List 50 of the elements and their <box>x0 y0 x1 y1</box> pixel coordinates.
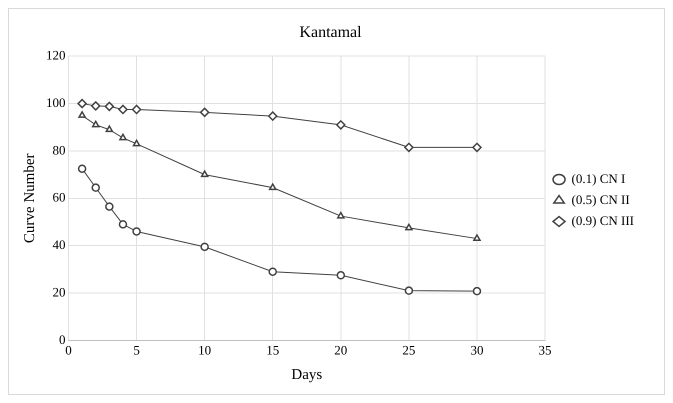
point <box>118 104 128 114</box>
point <box>336 271 346 280</box>
point <box>132 104 142 114</box>
y-tick-label: 40 <box>52 237 66 252</box>
point <box>336 120 346 130</box>
y-tick-label: 120 <box>46 48 66 63</box>
x-tick-label: 25 <box>402 342 416 358</box>
point <box>132 140 140 146</box>
point <box>132 227 141 236</box>
point <box>118 220 128 229</box>
point <box>104 102 114 112</box>
y-tick-label: 80 <box>52 142 66 158</box>
point <box>200 108 210 118</box>
point <box>78 164 86 173</box>
point <box>78 111 86 118</box>
point <box>337 212 345 219</box>
point <box>200 170 208 178</box>
point <box>405 224 413 230</box>
x-tick-label: 20 <box>334 342 348 358</box>
point <box>473 234 481 242</box>
point <box>105 202 114 211</box>
x-tick-label: 5 <box>133 342 140 358</box>
point <box>268 183 277 190</box>
point <box>404 142 414 152</box>
y-tick-label: 100 <box>46 94 66 110</box>
y-tick-label: 20 <box>52 284 66 300</box>
x-tick-label: 15 <box>266 342 280 358</box>
chart-title: Kantamal <box>299 24 362 41</box>
x-tick-label: 35 <box>538 342 552 358</box>
point <box>77 98 87 108</box>
point <box>472 286 482 296</box>
y-axis-title: Curve Number <box>22 154 38 244</box>
point <box>404 286 414 295</box>
point <box>90 101 100 111</box>
x-tick-label: 30 <box>470 342 484 358</box>
legend-label: (0.5) CN II <box>572 192 630 207</box>
x-axis-title: Days <box>291 366 322 383</box>
y-tick-label: 0 <box>59 332 66 347</box>
legend-label: (0.1) CN I <box>572 170 626 186</box>
point <box>268 111 278 121</box>
point <box>91 183 100 192</box>
y-tick-label: 60 <box>52 190 66 205</box>
x-tick-label: 10 <box>198 342 212 358</box>
point <box>106 125 114 132</box>
legend-label: (0.9) CN III <box>572 212 634 228</box>
point <box>200 242 209 252</box>
point <box>472 142 482 152</box>
point <box>268 267 277 276</box>
point <box>92 120 100 128</box>
point <box>119 134 127 140</box>
